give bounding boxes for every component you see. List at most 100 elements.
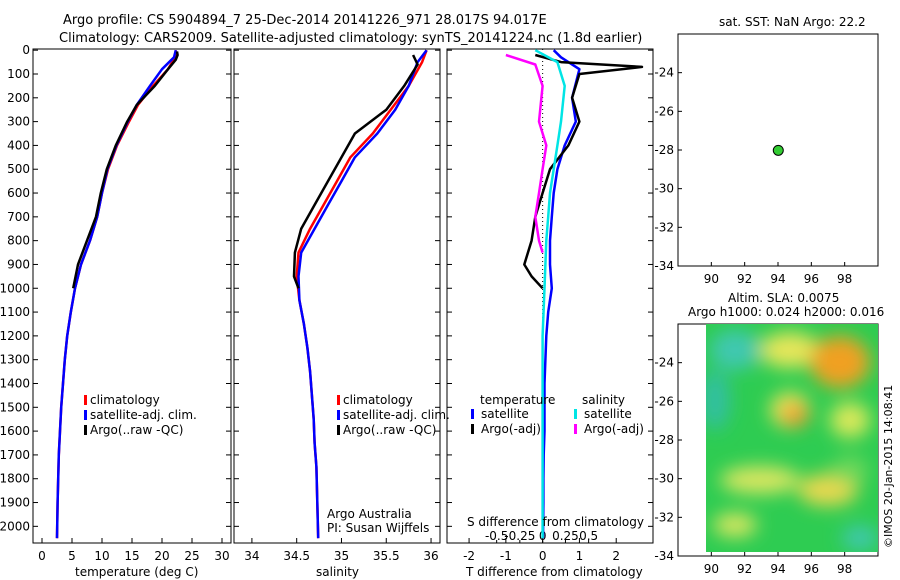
depth-tick-label: 900 (7, 257, 30, 271)
sla-ytick-label: -34 (654, 549, 674, 563)
temp-xtick-label: 5 (68, 549, 76, 563)
sla-xtick-label: 98 (837, 562, 852, 576)
sst-ytick-label: -34 (654, 259, 674, 273)
depth-tick-label: 1400 (0, 376, 30, 390)
depth-tick-label: 1200 (0, 329, 30, 343)
sla-xtick-label: 92 (737, 562, 752, 576)
sla-ytick-label: -28 (654, 433, 674, 447)
sal-series-line (292, 54, 419, 289)
temperature-panel-frame (32, 48, 232, 544)
legend-swatch-argo (84, 425, 87, 435)
depth-tick-label: 1800 (0, 472, 30, 486)
sst-ytick-label: -32 (654, 220, 674, 234)
depth-tick-label: 500 (7, 162, 30, 176)
legend-label-climatology: climatology (90, 393, 160, 407)
legend-swatch-satellite (337, 410, 340, 420)
difference-axes: -2 -1 0 1 2-0.5-0.25 0 0.25 0.5 (447, 49, 653, 563)
depth-tick-label: 1000 (0, 281, 30, 295)
depth-tick-label: 1900 (0, 496, 30, 510)
difference-xlabel: T difference from climatology (465, 565, 643, 579)
legend-title-temperature: temperature (480, 393, 555, 407)
top-axis-tick-label: 0.25 (552, 529, 579, 543)
legend-swatch-argo (337, 425, 340, 435)
diff-xtick-label: 2 (612, 549, 620, 563)
depth-tick-label: 600 (7, 186, 30, 200)
legend-title-salinity: salinity (582, 393, 625, 407)
diff-series-line (534, 49, 566, 539)
sst-xtick-label: 94 (770, 272, 785, 286)
sla-heatmap (706, 324, 878, 552)
difference-legend: temperature salinity satellite Argo(-adj… (467, 393, 644, 529)
depth-tick-label: 800 (7, 234, 30, 248)
depth-tick-label: 0 (22, 43, 30, 57)
sst-xtick-label: 98 (837, 272, 852, 286)
legend-label-sal-argo: Argo(-adj) (584, 422, 644, 436)
temp-series-line (55, 49, 178, 539)
credit-pi: PI: Susan Wijffels (327, 521, 429, 535)
legend-label-sal-satellite: satellite (584, 407, 632, 421)
sla-xtick-label: 90 (704, 562, 719, 576)
sla-map-title-2: Argo h1000: 0.024 h2000: 0.016 (688, 305, 884, 319)
sal-xtick-label: 34 (244, 549, 259, 563)
temp-xtick-label: 25 (184, 549, 199, 563)
legend-swatch-climatology (84, 395, 87, 405)
legend-label-climatology: climatology (343, 393, 413, 407)
top-axis-label: S difference from climatology (467, 515, 644, 529)
sla-ytick-label: -32 (654, 510, 674, 524)
depth-tick-label: 400 (7, 138, 30, 152)
sla-xtick-label: 96 (804, 562, 819, 576)
depth-tick-label: 100 (7, 67, 30, 81)
legend-label-satellite: satellite-adj. clim. (90, 408, 197, 422)
legend-label-argo: Argo(..raw -QC) (90, 423, 183, 437)
depth-tick-label: 2000 (0, 519, 30, 533)
top-axis-tick-label: -0.5 (485, 529, 508, 543)
header-line2: Climatology: CARS2009. Satellite-adjuste… (59, 31, 642, 46)
diff-series-line (523, 53, 644, 290)
depth-tick-label: 1300 (0, 353, 30, 367)
salinity-axes: 34 34.5 35 35.5 36 (234, 49, 440, 563)
sal-xtick-label: 34.5 (283, 549, 310, 563)
sal-series-line (297, 49, 428, 539)
legend-swatch-satellite (84, 410, 87, 420)
temperature-xlabel: temperature (deg C) (75, 565, 198, 579)
diff-series-line (505, 53, 548, 253)
depth-tick-label: 200 (7, 91, 30, 105)
sla-ytick-label: -24 (654, 356, 674, 370)
sla-ytick-label: -26 (654, 394, 674, 408)
legend-label-temp-satellite: satellite (481, 407, 529, 421)
legend-label-temp-argo: Argo(-adj) (481, 422, 541, 436)
sst-ytick-label: -26 (654, 104, 674, 118)
salinity-legend: climatology satellite-adj. clim. Argo(..… (327, 393, 450, 535)
legend-swatch-sal-satellite (574, 409, 577, 419)
depth-tick-label: 1100 (0, 305, 30, 319)
sst-xtick-label: 90 (704, 272, 719, 286)
salinity-xlabel: salinity (316, 565, 359, 579)
top-axis-tick-label: 0.5 (579, 529, 598, 543)
temp-xtick-label: 20 (154, 549, 169, 563)
copyright-label: ©IMOS 20-Jan-2015 14:08:41 (882, 385, 895, 548)
temp-xtick-label: 0 (38, 549, 46, 563)
temp-xtick-label: 15 (124, 549, 139, 563)
diff-xtick-label: -2 (463, 549, 475, 563)
depth-tick-label: 300 (7, 115, 30, 129)
sst-xtick-label: 92 (737, 272, 752, 286)
sal-xtick-label: 36 (423, 549, 438, 563)
legend-swatch-sal-argo (574, 424, 577, 434)
salinity-panel-frame (233, 48, 441, 544)
depth-tick-label: 1700 (0, 448, 30, 462)
diff-xtick-label: 1 (576, 549, 584, 563)
diff-xtick-label: -1 (500, 549, 512, 563)
legend-label-argo: Argo(..raw -QC) (343, 423, 436, 437)
credit-argo-australia: Argo Australia (327, 507, 412, 521)
top-axis-tick-label: -0.25 (504, 529, 535, 543)
legend-label-satellite: satellite-adj. clim. (343, 408, 450, 422)
sst-argo-marker (772, 144, 784, 156)
legend-swatch-temp-satellite (471, 409, 474, 419)
sla-ytick-label: -30 (654, 472, 674, 486)
temp-xtick-label: 30 (214, 549, 229, 563)
legend-swatch-climatology (337, 395, 340, 405)
sst-map-title: sat. SST: NaN Argo: 22.2 (719, 15, 866, 29)
temp-series-line (71, 51, 179, 289)
depth-tick-label: 700 (7, 210, 30, 224)
sst-map-axes: 90 92 94 96 98 -24 -26 -28 -30 -32 -34 (654, 66, 852, 286)
